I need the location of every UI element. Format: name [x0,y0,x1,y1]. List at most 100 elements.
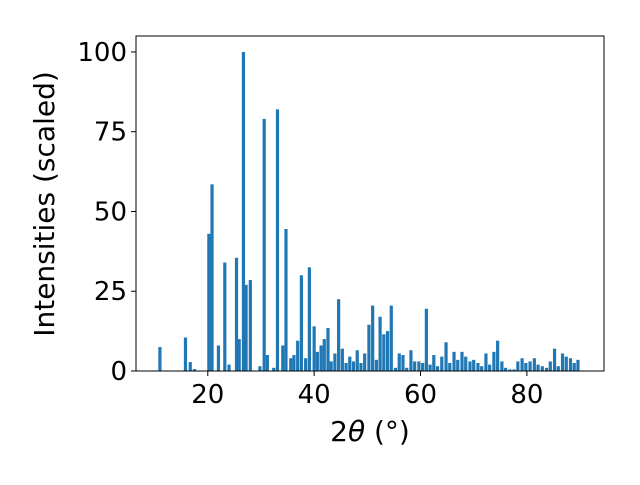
bar-48 [389,305,393,371]
bar-52 [405,367,409,371]
bar-36 [344,363,348,371]
bar-10 [237,339,241,371]
bar-85 [536,364,540,371]
bar-2 [188,362,192,371]
bar-50 [397,353,401,371]
bar-15 [262,118,266,371]
bar-90 [556,366,560,371]
bar-59 [432,355,436,371]
bar-21 [289,358,293,371]
x-tick-label-20: 20 [191,380,224,410]
bar-70 [476,363,480,371]
bar-66 [460,351,464,371]
bar-23 [296,340,300,371]
bar-88 [548,361,552,371]
bar-68 [468,361,472,371]
y-axis: 0 25 50 75 100 [77,38,136,387]
bar-44 [374,359,378,371]
bar-42 [367,324,371,371]
bar-49 [393,367,398,371]
bar-29 [319,345,323,371]
bar-41 [363,353,367,371]
bar-82 [524,363,528,371]
bar-77 [504,367,508,371]
bar-3 [192,369,197,371]
bar-63 [448,363,452,371]
y-tick-label-100: 100 [77,38,127,68]
bar-31 [326,327,330,371]
bar-84 [532,358,536,371]
bar-81 [520,358,524,371]
bar-95 [576,359,580,371]
bar-65 [456,359,460,371]
bar-45 [378,316,382,371]
y-axis-label: Intensities (scaled) [28,71,61,337]
bar-9 [234,257,239,371]
bar-22 [292,355,296,371]
bar-57 [424,308,428,371]
bar-30 [322,339,326,371]
x-axis-label-unit: (°) [365,415,410,448]
bar-55 [417,361,421,371]
bar-20 [284,229,288,371]
bar-14 [258,366,262,371]
bar-5 [210,184,214,371]
plot-frame [135,35,605,372]
bar-47 [385,331,390,371]
bar-67 [464,356,468,371]
y-tick-label-25: 25 [94,277,127,307]
bar-40 [359,363,363,371]
y-tick-label-0: 0 [110,357,127,387]
bar-74 [492,351,496,371]
bar-46 [382,334,386,371]
x-tick-label-40: 40 [298,380,331,410]
bar-78 [508,369,512,371]
x-axis: 20 40 60 80 [191,371,543,410]
bar-93 [568,358,573,371]
x-axis-label: 2θ (°) [330,415,410,448]
x-tick-label-80: 80 [510,380,543,410]
bar-54 [413,361,417,371]
y-tick-label-75: 75 [94,118,127,148]
bar-92 [564,356,568,371]
bar-83 [528,361,532,371]
bar-53 [409,350,413,371]
bar-8 [227,364,231,371]
bar-69 [472,359,476,371]
bar-37 [348,356,352,371]
bar-4 [207,233,211,371]
bar-24 [299,275,303,371]
bar-38 [351,361,356,371]
bar-71 [480,366,484,371]
x-tick-label-60: 60 [404,380,437,410]
bar-72 [484,353,488,371]
bar-25 [304,358,308,371]
x-axis-label-theta: θ [348,415,365,448]
bar-11 [241,51,246,371]
bar-43 [371,305,375,371]
bar-18 [275,109,280,371]
bar-33 [333,353,337,371]
bar-17 [272,367,276,371]
bar-61 [440,356,444,371]
bar-35 [340,348,344,371]
bar-64 [452,351,456,371]
bar-7 [223,262,227,371]
bar-26 [307,267,311,371]
bar-12 [244,284,248,371]
bar-89 [552,348,557,371]
bar-16 [265,355,269,371]
bar-0 [158,347,162,371]
bar-76 [500,361,504,371]
x-axis-label-main: 2 [330,415,348,448]
bar-39 [355,350,359,371]
bar-1 [183,337,188,371]
y-tick-label-50: 50 [94,197,127,227]
bar-80 [516,361,520,371]
bar-19 [281,345,285,371]
bar-75 [496,340,500,371]
bar-73 [488,364,492,371]
bar-13 [248,280,252,371]
